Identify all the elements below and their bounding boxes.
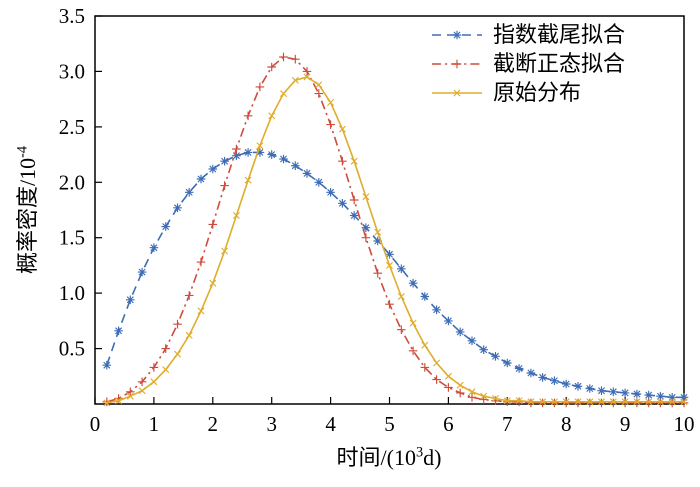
x-tick-label: 9 — [620, 412, 631, 436]
y-axis-title: 概率密度/10-4 — [14, 145, 40, 275]
legend-label: 截断正态拟合 — [493, 51, 626, 76]
y-tick-label: 0.5 — [59, 337, 85, 361]
x-tick-label: 5 — [384, 412, 395, 436]
x-tick-label: 6 — [443, 412, 454, 436]
x-axis-title: 时间/(103d) — [336, 444, 442, 470]
legend-item-original-distribution: 原始分布 — [430, 82, 625, 104]
x-axis-exponent: 3 — [415, 444, 424, 461]
series-markers-1 — [102, 52, 689, 408]
legend-sample-line-0 — [432, 30, 482, 40]
y-tick-label: 1.0 — [59, 281, 85, 305]
y-tick-label: 3.5 — [59, 4, 85, 28]
x-tick-label: 8 — [561, 412, 572, 436]
legend: 指数截尾拟合 截断正态拟合 原始分布 — [430, 24, 625, 104]
legend-item-exponential-truncated: 指数截尾拟合 — [430, 24, 625, 46]
series-line-2 — [106, 76, 684, 404]
y-tick-label: 2.5 — [59, 115, 85, 139]
x-tick-label: 3 — [266, 412, 277, 436]
x-tick-label: 1 — [149, 412, 160, 436]
legend-item-truncated-normal: 截断正态拟合 — [430, 53, 625, 75]
series-line-1 — [106, 56, 684, 404]
legend-sample-line-1 — [432, 59, 482, 69]
series-markers-2 — [103, 73, 688, 407]
x-tick-label: 10 — [674, 412, 695, 436]
x-tick-label: 4 — [325, 412, 336, 436]
y-axis-exponent: -4 — [14, 145, 31, 158]
legend-sample-line-2 — [432, 89, 482, 97]
x-tick-label: 2 — [208, 412, 219, 436]
series-markers-0 — [102, 148, 689, 402]
x-tick-label: 0 — [90, 412, 101, 436]
y-tick-label: 2.0 — [59, 170, 85, 194]
y-tick-label: 1.5 — [59, 226, 85, 250]
x-tick-label: 7 — [502, 412, 513, 436]
series-line-0 — [106, 151, 684, 399]
legend-label: 原始分布 — [493, 80, 582, 105]
y-tick-label: 3.0 — [59, 59, 85, 83]
legend-label: 指数截尾拟合 — [493, 22, 626, 47]
